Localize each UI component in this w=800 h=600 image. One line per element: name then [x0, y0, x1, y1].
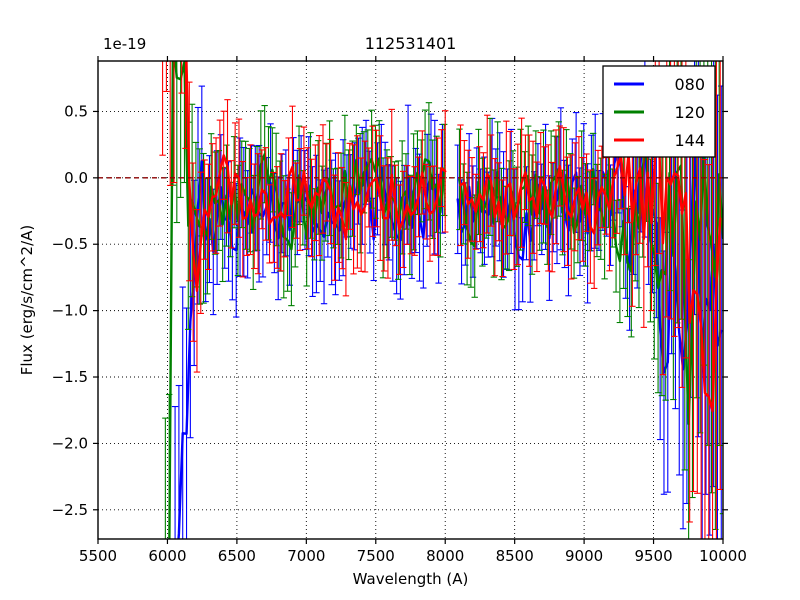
- x-tick-label: 5500: [79, 547, 117, 565]
- y-tick-label: −2.5: [52, 501, 88, 519]
- legend-label-080: 080: [674, 75, 705, 94]
- plot-title: 112531401: [365, 34, 457, 53]
- legend-label-144: 144: [674, 131, 705, 150]
- x-tick-label: 6000: [148, 547, 186, 565]
- x-tick-label: 7500: [357, 547, 395, 565]
- data-layer: [159, 61, 723, 539]
- axes-frame: 5500 6000 6500 7000 7500 8000 8500 9000 9500 1000…: [52, 56, 747, 565]
- y-tick-label: 0.0: [64, 169, 88, 187]
- x-tick-label: 9000: [565, 547, 603, 565]
- series-line-144: [185, 61, 722, 413]
- y-axis-label: Flux (erg/s/cm^2/A): [18, 225, 36, 376]
- x-axis-label: Wavelength (A): [353, 570, 469, 588]
- x-tick-label: 9500: [634, 547, 672, 565]
- x-tick-label: 10000: [699, 547, 747, 565]
- y-tick-label: −0.5: [52, 235, 88, 253]
- x-tick-label: 7000: [287, 547, 325, 565]
- x-tick-label: 6500: [218, 547, 256, 565]
- x-tick-label: 8000: [426, 547, 464, 565]
- y-axis-offset-text: 1e-19: [103, 35, 146, 53]
- y-tick-label: 0.5: [64, 102, 88, 120]
- y-tick-label: −1.0: [52, 302, 88, 320]
- x-tick-label: 8500: [496, 547, 534, 565]
- y-tick-label: −2.0: [52, 434, 88, 452]
- legend[interactable]: 080 120 144: [602, 65, 716, 158]
- legend-label-120: 120: [674, 103, 705, 122]
- y-tick-label: −1.5: [52, 368, 88, 386]
